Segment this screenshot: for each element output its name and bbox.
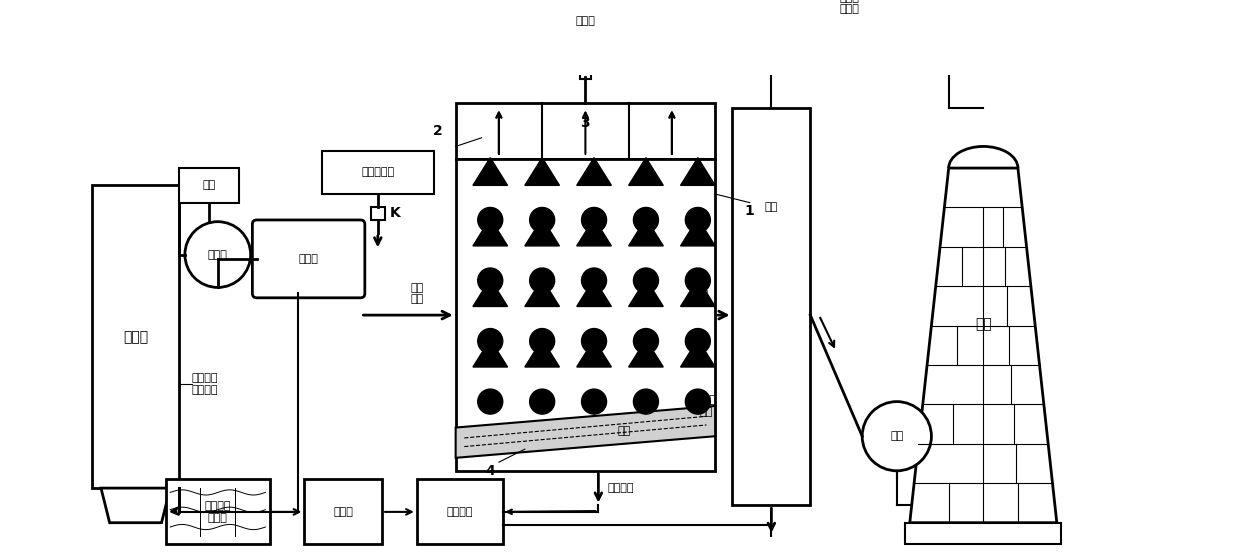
Circle shape [686, 268, 711, 293]
Polygon shape [577, 218, 611, 246]
Text: 烟道: 烟道 [202, 180, 216, 190]
Text: 臭氧发生器: 臭氧发生器 [361, 167, 394, 177]
Text: 烟气余热
利用系统: 烟气余热 利用系统 [192, 373, 218, 395]
Polygon shape [577, 158, 611, 185]
Bar [733, 108, 810, 506]
Circle shape [477, 329, 502, 354]
Polygon shape [681, 218, 715, 246]
Polygon shape [525, 279, 559, 306]
Polygon shape [100, 488, 170, 523]
Text: 1: 1 [745, 204, 755, 218]
Bar [371, 207, 384, 220]
Polygon shape [681, 339, 715, 367]
Polygon shape [472, 279, 507, 306]
Polygon shape [525, 158, 559, 185]
Polygon shape [629, 339, 663, 367]
Bar [905, 523, 1061, 545]
Text: 冷却器: 冷却器 [299, 254, 319, 264]
Circle shape [582, 208, 606, 233]
Circle shape [582, 389, 606, 414]
Text: 中和塔: 中和塔 [334, 507, 353, 517]
Text: 烟囱: 烟囱 [975, 317, 992, 331]
Polygon shape [577, 279, 611, 306]
Polygon shape [629, 158, 663, 185]
Bar [417, 479, 503, 545]
Polygon shape [525, 218, 559, 246]
Polygon shape [629, 279, 663, 306]
Circle shape [529, 268, 554, 293]
Circle shape [477, 268, 502, 293]
FancyBboxPatch shape [253, 220, 365, 298]
Text: 燃烧器: 燃烧器 [123, 330, 148, 344]
Bar [304, 479, 382, 545]
Text: 蒸发结晶
分离塔: 蒸发结晶 分离塔 [205, 501, 231, 523]
Circle shape [634, 389, 658, 414]
Text: 烟气
出口: 烟气 出口 [696, 278, 709, 300]
Polygon shape [910, 168, 1056, 523]
Circle shape [686, 208, 711, 233]
Text: 滷液泵: 滷液泵 [575, 16, 595, 26]
Bar [321, 151, 434, 194]
Polygon shape [525, 339, 559, 367]
Text: 除尘器: 除尘器 [208, 249, 228, 259]
Bar [455, 103, 715, 160]
Text: 烟道: 烟道 [765, 202, 777, 212]
Circle shape [529, 389, 554, 414]
Circle shape [686, 329, 711, 354]
Bar [580, 66, 590, 79]
Circle shape [477, 208, 502, 233]
Circle shape [582, 268, 606, 293]
Text: 风机: 风机 [890, 431, 904, 441]
Circle shape [477, 389, 502, 414]
Bar [455, 160, 715, 471]
Circle shape [529, 208, 554, 233]
Polygon shape [92, 185, 179, 488]
Polygon shape [472, 158, 507, 185]
Polygon shape [629, 218, 663, 246]
Polygon shape [577, 339, 611, 367]
Circle shape [634, 208, 658, 233]
Text: 循环液
出口: 循环液 出口 [697, 395, 717, 417]
Circle shape [529, 329, 554, 354]
Text: 产品出口: 产品出口 [608, 483, 634, 493]
Polygon shape [681, 158, 715, 185]
Text: 烟气
入口: 烟气 入口 [410, 283, 423, 304]
Text: 4: 4 [485, 464, 495, 478]
Bar [801, 0, 897, 36]
Polygon shape [472, 218, 507, 246]
Circle shape [634, 268, 658, 293]
Text: 3: 3 [580, 116, 590, 130]
Circle shape [582, 329, 606, 354]
Bar [547, 4, 624, 39]
Text: 汐分离塔: 汐分离塔 [446, 507, 474, 517]
Circle shape [634, 329, 658, 354]
Bar [166, 479, 269, 545]
Polygon shape [455, 406, 715, 458]
Bar [179, 168, 239, 203]
Text: 2: 2 [433, 124, 443, 138]
Circle shape [686, 389, 711, 414]
Polygon shape [472, 339, 507, 367]
Polygon shape [681, 279, 715, 306]
Circle shape [862, 402, 931, 471]
Text: K: K [389, 206, 401, 220]
Text: 氧化剂
补充塔: 氧化剂 补充塔 [839, 0, 859, 15]
Circle shape [185, 222, 250, 287]
Text: 滷液: 滷液 [618, 426, 631, 436]
